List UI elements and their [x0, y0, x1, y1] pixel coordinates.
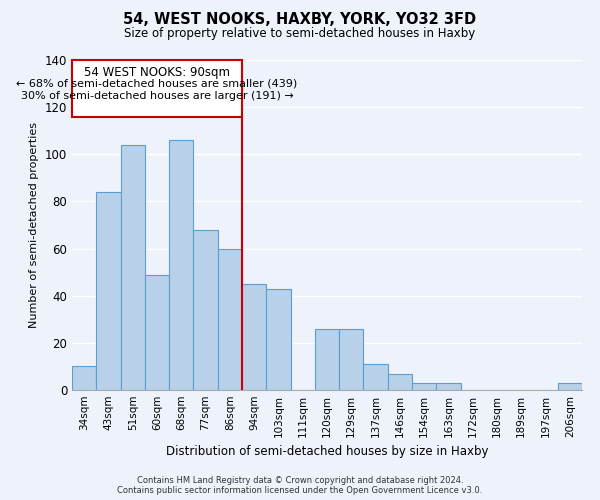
Bar	[145, 274, 169, 390]
Bar	[169, 140, 193, 390]
Bar	[436, 383, 461, 390]
Bar	[388, 374, 412, 390]
Bar	[242, 284, 266, 390]
Bar	[558, 383, 582, 390]
Text: Contains HM Land Registry data © Crown copyright and database right 2024.
Contai: Contains HM Land Registry data © Crown c…	[118, 476, 482, 495]
FancyBboxPatch shape	[72, 60, 242, 116]
Y-axis label: Number of semi-detached properties: Number of semi-detached properties	[29, 122, 39, 328]
X-axis label: Distribution of semi-detached houses by size in Haxby: Distribution of semi-detached houses by …	[166, 446, 488, 458]
Bar	[339, 328, 364, 390]
Bar	[412, 383, 436, 390]
Bar	[364, 364, 388, 390]
Bar	[121, 145, 145, 390]
Text: 54 WEST NOOKS: 90sqm: 54 WEST NOOKS: 90sqm	[84, 66, 230, 79]
Text: ← 68% of semi-detached houses are smaller (439): ← 68% of semi-detached houses are smalle…	[16, 79, 298, 89]
Bar	[193, 230, 218, 390]
Text: 30% of semi-detached houses are larger (191) →: 30% of semi-detached houses are larger (…	[20, 90, 293, 101]
Bar	[315, 328, 339, 390]
Text: 54, WEST NOOKS, HAXBY, YORK, YO32 3FD: 54, WEST NOOKS, HAXBY, YORK, YO32 3FD	[124, 12, 476, 28]
Text: Size of property relative to semi-detached houses in Haxby: Size of property relative to semi-detach…	[124, 28, 476, 40]
Bar	[266, 288, 290, 390]
Bar	[72, 366, 96, 390]
Bar	[218, 248, 242, 390]
Bar	[96, 192, 121, 390]
